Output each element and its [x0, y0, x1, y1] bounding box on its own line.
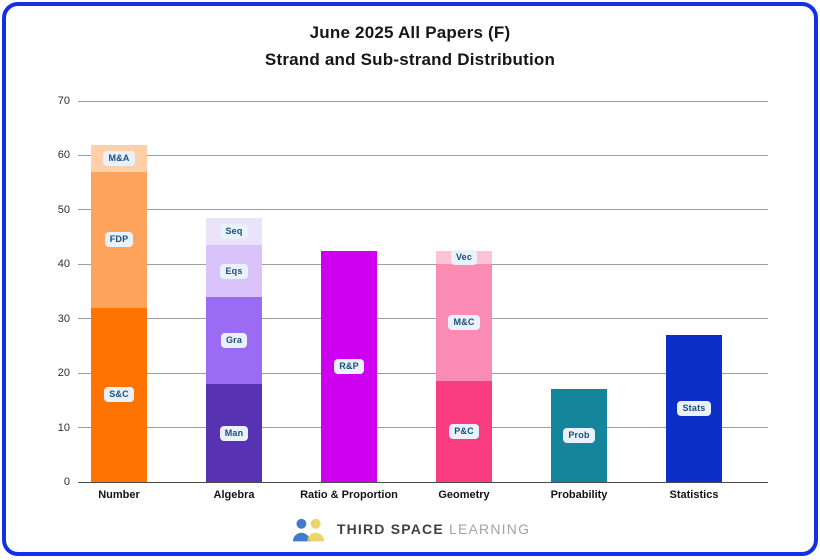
brand-text: THIRD SPACE LEARNING — [337, 521, 530, 537]
bar-segment-eqs: Eqs — [206, 245, 262, 297]
segment-label-chip-stats: Stats — [677, 401, 711, 417]
segment-label-chip-m-c: M&C — [448, 315, 480, 331]
bar-geometry: P&C M&C Vec — [436, 101, 492, 482]
bar-segment-vec: Vec — [436, 250, 492, 265]
y-tick-label-20: 20 — [57, 367, 70, 380]
y-tick-label-30: 30 — [57, 312, 70, 325]
y-tick-label-0: 0 — [63, 476, 70, 488]
segment-label-chip-eqs: Eqs — [220, 263, 248, 279]
y-tick-label-60: 60 — [57, 149, 70, 162]
bar-segment-prob: Prob — [551, 389, 607, 482]
gridline-20 — [78, 372, 768, 374]
bar-number: S&C FDP M&A — [91, 101, 147, 482]
x-axis-label-statistics: Statistics — [669, 489, 719, 501]
bar-probability: Prob — [551, 101, 607, 482]
bar-ratio-proportion: R&P — [321, 101, 377, 482]
segment-label-chip-vec: Vec — [450, 250, 478, 265]
brand-logo-icon — [290, 515, 328, 543]
bar-segment-m-c: M&C — [436, 264, 492, 382]
x-axis-label-number: Number — [98, 489, 140, 501]
yellow-person — [306, 518, 325, 542]
gridline-30 — [78, 318, 768, 320]
bar-statistics: Stats — [666, 101, 722, 482]
y-tick-label-40: 40 — [57, 258, 70, 271]
segment-label-chip-s-c: S&C — [104, 387, 134, 403]
y-tick-label-10: 10 — [57, 421, 70, 434]
bar-segment-p-c: P&C — [436, 381, 492, 482]
gridline-40 — [78, 263, 768, 265]
x-axis-label-ratio-proportion: Ratio & Proportion — [300, 489, 398, 501]
y-tick-label-50: 50 — [57, 203, 70, 216]
x-axis-label-geometry: Geometry — [438, 489, 490, 501]
segment-label-chip-prob: Prob — [563, 428, 595, 444]
segment-label-chip-gra: Gra — [220, 332, 248, 348]
x-axis-label-algebra: Algebra — [213, 489, 255, 501]
segment-label-chip-m-a: M&A — [103, 150, 135, 166]
chart-title-line2: Strand and Sub-strand Distribution — [264, 50, 556, 69]
bar-segment-gra: Gra — [206, 296, 262, 385]
segment-label-chip-fdp: FDP — [104, 232, 134, 248]
gridline-50 — [78, 209, 768, 211]
bar-segment-seq: Seq — [206, 218, 262, 246]
gridline-0 — [78, 481, 768, 483]
brand-text-bold: THIRD SPACE — [336, 521, 444, 537]
segment-label-chip-p-c: P&C — [449, 424, 479, 440]
y-tick-label-70: 70 — [57, 95, 70, 107]
gridline-10 — [78, 427, 768, 429]
bar-segment-man: Man — [206, 384, 262, 482]
segment-label-chip-r-p: R&P — [334, 358, 364, 374]
bar-algebra: Man Gra Eqs Seq — [206, 101, 262, 482]
gridline-60 — [78, 154, 768, 156]
gridline-70 — [78, 100, 768, 102]
segment-label-chip-seq: Seq — [220, 224, 248, 240]
x-axis-label-probability: Probability — [550, 489, 608, 501]
bar-segment-m-a: M&A — [91, 144, 147, 172]
bar-segment-r-p: R&P — [321, 250, 377, 482]
segment-label-chip-man: Man — [219, 425, 249, 441]
bar-segment-s-c: S&C — [91, 307, 147, 482]
footer-brand: THIRD SPACE LEARNING — [6, 515, 814, 543]
plot-area: 0 10 20 30 40 50 60 70 S&C FDP M&A Number Man Gra Eqs S… — [58, 95, 768, 501]
bar-segment-stats: Stats — [666, 335, 722, 482]
bar-segment-fdp: FDP — [91, 171, 147, 308]
blue-person — [292, 518, 310, 542]
brand-text-light: LEARNING — [448, 521, 531, 537]
chart-title: June 2025 All Papers (F) Strand and Sub-… — [6, 19, 814, 73]
chart-title-line1: June 2025 All Papers (F) — [309, 23, 511, 42]
